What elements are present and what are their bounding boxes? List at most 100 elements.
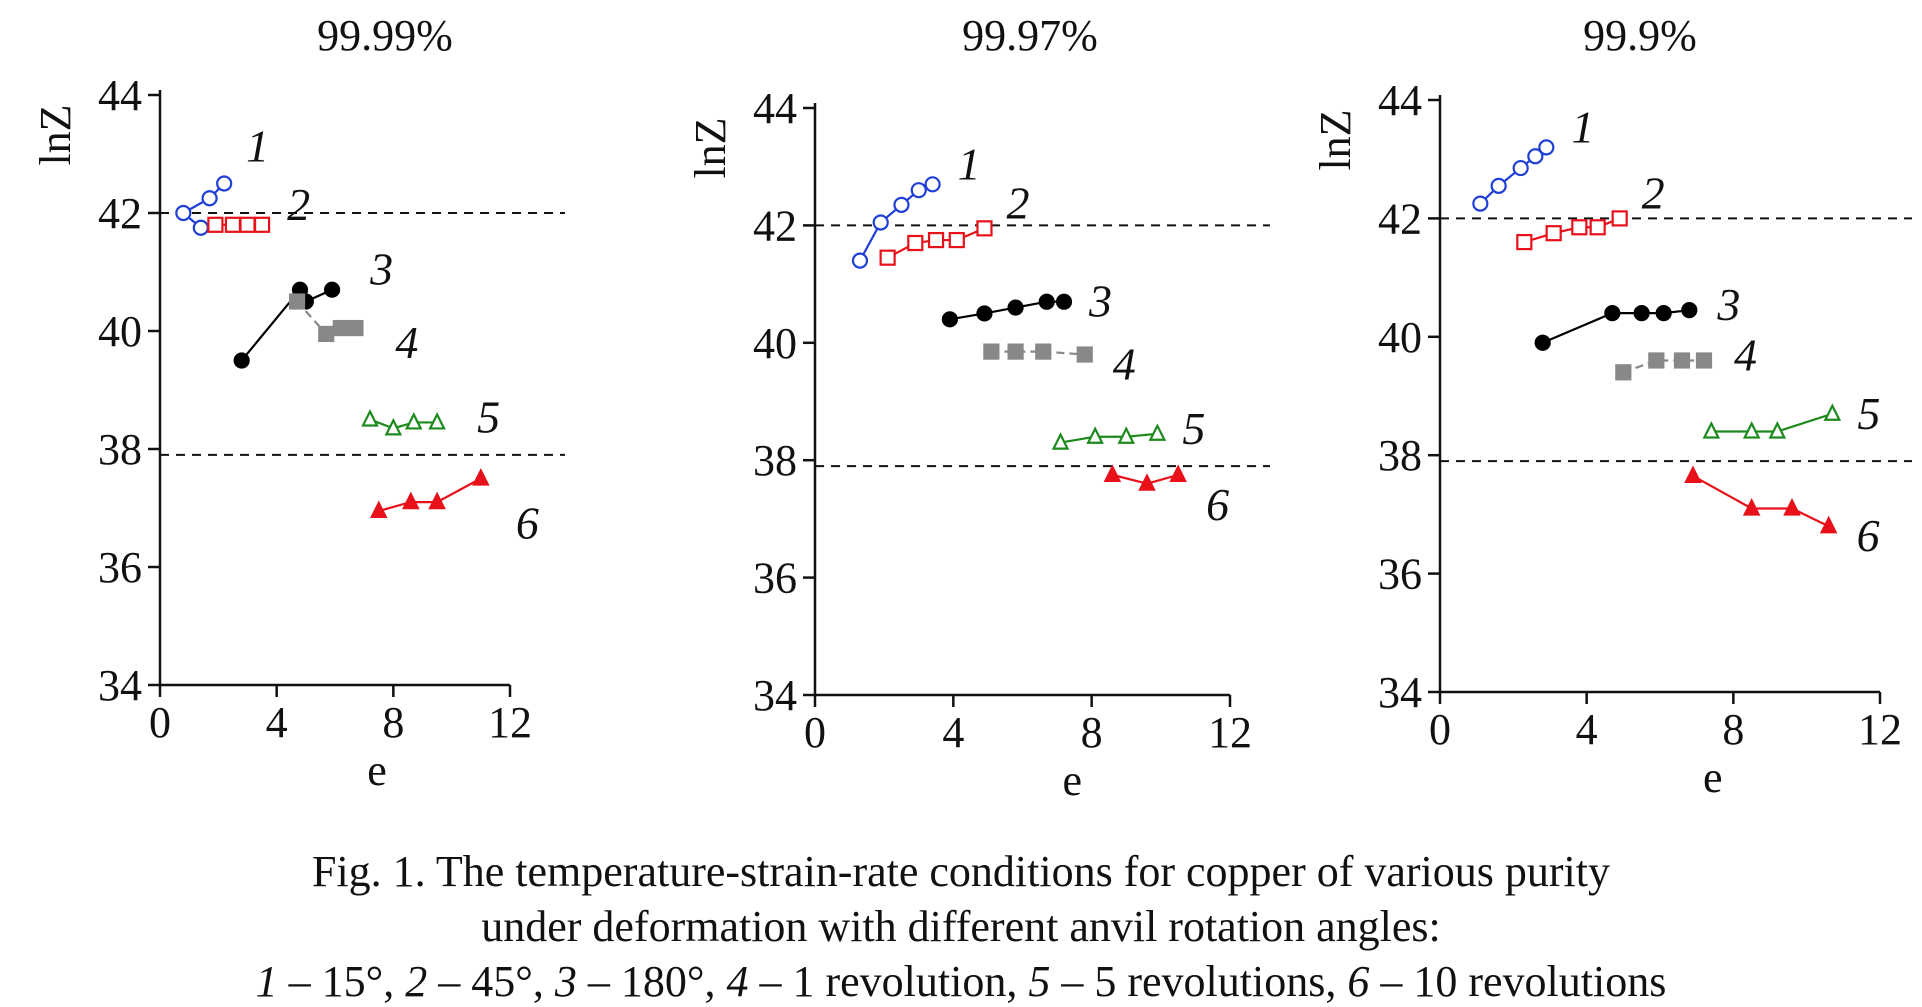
- data-point: [239, 216, 256, 233]
- series-line: [1060, 432, 1158, 444]
- x-tick-label: 0: [149, 698, 171, 747]
- data-point: [402, 491, 420, 510]
- series-label: 2: [287, 179, 310, 230]
- data-point: [1007, 299, 1024, 316]
- y-tick-label: 34: [753, 671, 797, 720]
- data-point: [1742, 498, 1761, 516]
- figure-caption-line-1: Fig. 1. The temperature-strain-rate cond…: [311, 847, 1611, 896]
- y-tick-label: 40: [1378, 313, 1422, 362]
- series-label: 3: [1088, 276, 1112, 327]
- data-point: [910, 182, 927, 199]
- data-point: [1038, 293, 1055, 310]
- data-point: [851, 252, 869, 269]
- data-point: [1681, 302, 1698, 319]
- y-tick-label: 38: [753, 436, 797, 485]
- caption-legend-text: – 15°,: [277, 957, 406, 1006]
- data-point: [1076, 346, 1093, 363]
- series-3: [233, 281, 341, 369]
- data-point: [924, 176, 941, 193]
- panel-title: 99.99%: [317, 11, 453, 60]
- series-label: 2: [1006, 177, 1029, 228]
- data-point: [976, 305, 993, 322]
- series-3: [941, 293, 1073, 328]
- data-point: [224, 216, 242, 233]
- series-4: [288, 293, 364, 343]
- series-6: [1103, 464, 1187, 491]
- y-tick-label: 44: [1378, 76, 1422, 125]
- data-point: [323, 281, 341, 298]
- series-line: [378, 477, 482, 513]
- data-point: [1545, 225, 1562, 242]
- series-label: 5: [1857, 388, 1880, 439]
- caption-legend-text: – 1 revolution,: [748, 957, 1029, 1006]
- data-point: [1512, 159, 1529, 177]
- series-1: [851, 176, 941, 269]
- data-point: [1117, 426, 1136, 444]
- series-5: [1051, 423, 1167, 450]
- y-axis-label: lnZ: [1311, 109, 1360, 170]
- series-label: 4: [1734, 329, 1757, 380]
- caption-legend-text: – 45°,: [427, 957, 555, 1006]
- data-point: [1684, 465, 1702, 484]
- caption-legend-number: 1: [255, 957, 278, 1006]
- data-point: [1655, 305, 1672, 322]
- data-point: [404, 411, 423, 430]
- data-point: [1823, 403, 1842, 421]
- data-point: [361, 409, 379, 427]
- x-tick-label: 4: [266, 698, 288, 747]
- y-tick-label: 42: [753, 201, 797, 250]
- data-point: [428, 491, 446, 510]
- data-point: [233, 352, 250, 369]
- data-point: [1138, 473, 1156, 491]
- data-point: [472, 468, 490, 486]
- x-tick-label: 0: [1429, 705, 1451, 754]
- data-point: [941, 311, 958, 328]
- data-point: [1783, 498, 1801, 516]
- series-line: [991, 350, 1085, 356]
- data-point: [1055, 293, 1073, 310]
- data-point: [983, 343, 1000, 360]
- series-2: [1516, 210, 1628, 251]
- data-point: [1819, 515, 1838, 534]
- x-tick-label: 8: [1081, 708, 1103, 757]
- data-point: [1148, 423, 1167, 441]
- panel-title: 99.9%: [1583, 11, 1697, 60]
- y-axis-label: lnZ: [31, 104, 80, 165]
- data-point: [207, 216, 224, 233]
- x-tick-label: 12: [1208, 708, 1252, 757]
- series-label: 3: [1716, 279, 1740, 330]
- data-point: [175, 204, 192, 222]
- series-1: [1472, 139, 1555, 212]
- x-tick-label: 12: [1858, 705, 1902, 754]
- data-point: [1768, 421, 1787, 439]
- series-label: 4: [1113, 339, 1136, 390]
- series-label: 6: [516, 498, 539, 549]
- data-point: [1702, 421, 1721, 439]
- data-point: [1673, 352, 1691, 369]
- data-point: [893, 196, 910, 213]
- series-line: [1711, 412, 1833, 433]
- series-4: [983, 343, 1093, 363]
- data-point: [1695, 352, 1713, 369]
- data-point: [1538, 139, 1555, 156]
- series-line: [369, 418, 438, 430]
- data-point: [1472, 195, 1489, 212]
- y-tick-label: 36: [1378, 550, 1422, 599]
- data-point: [1051, 432, 1070, 450]
- data-point: [1604, 305, 1621, 322]
- series-2: [207, 216, 271, 233]
- series-line: [1622, 359, 1704, 374]
- data-point: [1615, 364, 1632, 381]
- y-tick-label: 34: [1378, 668, 1422, 717]
- caption-legend-text: – 180°,: [576, 957, 727, 1006]
- data-point: [1633, 305, 1650, 322]
- y-tick-label: 34: [98, 661, 142, 710]
- data-point: [1589, 219, 1606, 236]
- series-label: 3: [369, 244, 393, 295]
- series-label: 1: [958, 138, 981, 189]
- series-6: [369, 468, 490, 519]
- data-point: [1490, 177, 1507, 194]
- data-point: [1086, 426, 1104, 444]
- series-2: [879, 220, 993, 266]
